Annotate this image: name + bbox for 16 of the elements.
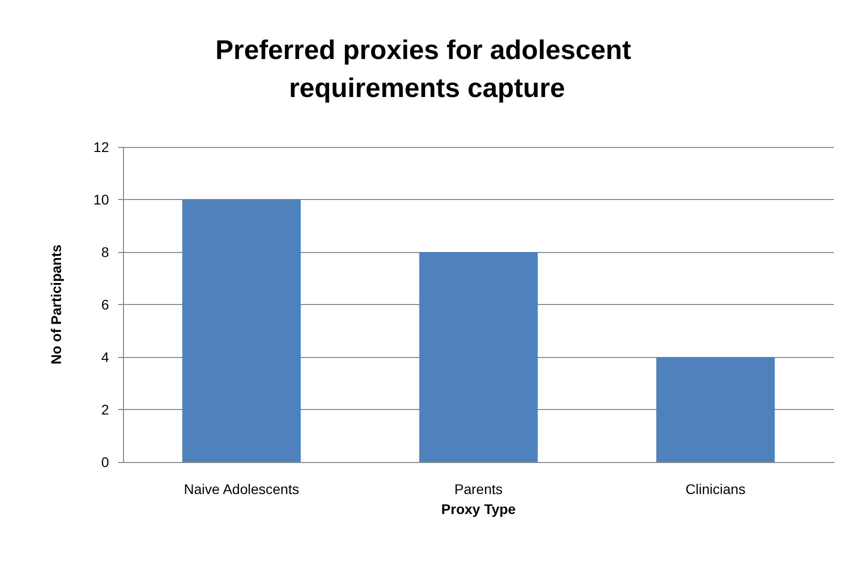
bar	[182, 200, 301, 462]
y-tick-label: 0	[101, 454, 110, 470]
x-axis-title: Proxy Type	[441, 501, 516, 517]
y-tick-label: 2	[101, 402, 110, 418]
bar	[656, 357, 775, 462]
y-tick-label: 4	[101, 349, 110, 365]
y-tick-label: 6	[101, 296, 110, 312]
y-tick-label: 8	[101, 244, 110, 260]
x-tick-label: Naive Adolescents	[184, 481, 300, 497]
x-tick-label: Parents	[454, 481, 503, 497]
y-tick-label: 12	[93, 139, 110, 155]
bar	[419, 252, 538, 462]
y-tick-label: 10	[93, 192, 110, 208]
y-axis-title: No of Participants	[48, 244, 64, 364]
chart-title: Preferred proxies for adolescent requirements capture	[215, 35, 639, 103]
x-tick-label: Clinicians	[686, 481, 746, 497]
